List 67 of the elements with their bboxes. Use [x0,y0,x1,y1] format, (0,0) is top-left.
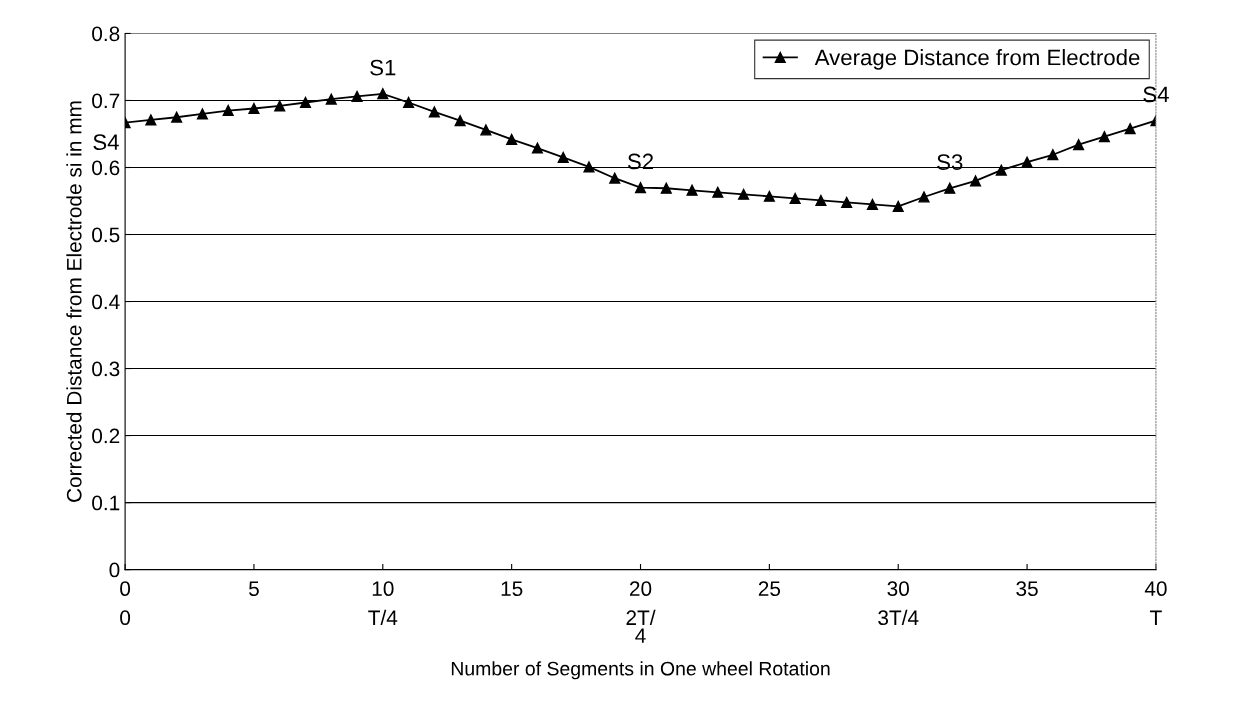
point [248,102,260,115]
point [1047,149,1059,161]
x-tick-label: 10 [372,581,394,597]
point [763,190,775,202]
x-tick-label: 40 [1144,581,1167,597]
point [866,198,879,210]
x-tick-label: 15 [501,581,523,597]
point [995,164,1007,176]
point [841,196,853,208]
text: T [1150,610,1162,625]
x-tick-label: 35 [1016,581,1038,597]
point [944,182,956,194]
point [1124,123,1136,135]
x-tick-label: 5 [248,581,259,597]
point [145,114,157,126]
point [171,111,183,123]
point [609,172,621,184]
text: 0 [120,610,131,626]
legend-label: Average Distance from Electrode [814,49,1140,70]
point [815,194,827,206]
x-axis-title: Number of Segments in One wheel Rotation [451,661,830,680]
y-tick-label: 0.2 [92,428,120,444]
y-tick-label: 0.7 [92,93,120,109]
point [557,151,569,164]
x-tick-label: 30 [887,581,909,597]
x-tick-label: 0 [120,581,131,597]
point [428,106,440,118]
point [712,186,724,198]
x-tick-label: 25 [758,581,781,597]
point [1021,156,1033,168]
y-tick-label: 0.3 [92,361,120,377]
text: 2T/ 4 [626,609,656,643]
point [918,191,930,203]
point [196,108,208,120]
point [892,200,904,212]
point [506,133,518,145]
point [634,182,647,194]
point [325,93,337,105]
point [377,88,389,100]
point [299,96,312,109]
annotation: S1 [370,59,396,76]
y-tick-label: 0.5 [92,227,120,243]
point [1098,131,1110,143]
point [1073,139,1085,151]
point [454,115,466,127]
point [531,142,543,154]
point [789,192,801,204]
point [222,104,234,117]
y-axis-title: Corrected Distance from Electrode si in mm [66,101,82,502]
y-tick-label: 0.8 [92,26,120,42]
x-tick-label: 20 [629,581,652,597]
y-tick-label: 0.4 [92,294,120,310]
text: 3T/4 [878,609,919,626]
point [738,188,750,200]
point [403,96,415,109]
point [686,184,698,196]
point [583,161,595,173]
point [480,124,492,136]
y-tick-label: 0 [109,562,120,578]
text: T/4 [368,609,398,626]
annotation: S4 [93,134,119,151]
point [969,175,982,187]
y-tick-label: 0.6 [92,160,120,176]
point [351,90,363,103]
y-tick-label: 0.1 [92,495,120,511]
point [274,100,286,112]
point [660,182,672,194]
